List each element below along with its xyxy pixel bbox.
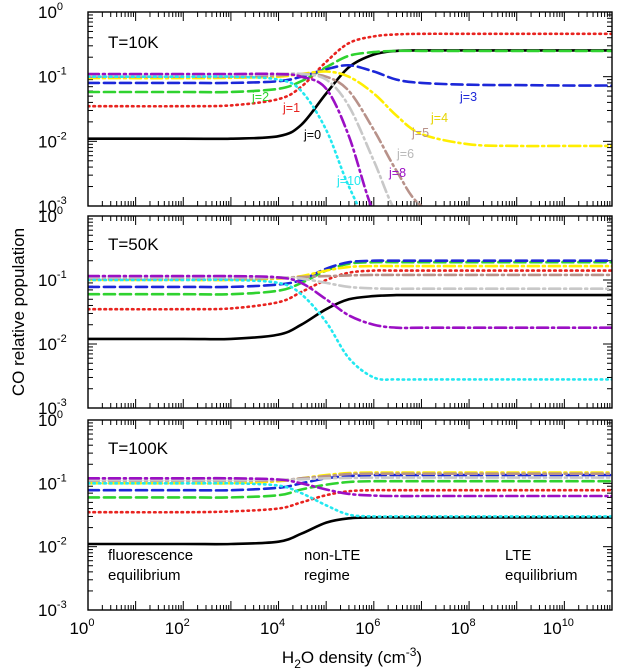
y-tick-label: 100 <box>38 205 63 226</box>
series-line-j2 <box>88 49 612 94</box>
series-line-s7 <box>88 476 612 498</box>
curve-label-j6: j=6 <box>396 147 414 161</box>
series-line-s0 <box>88 516 612 546</box>
plot-frame <box>87 419 613 611</box>
x-tick-label: 106 <box>355 617 380 638</box>
series-line-j8 <box>88 72 373 206</box>
series-line-j0 <box>88 49 612 141</box>
series-line-s3 <box>88 259 612 289</box>
y-tick-label: 10-2 <box>38 130 67 151</box>
curve-label-j0: j=0 <box>303 128 321 142</box>
regime-annotation: regime <box>304 567 350 584</box>
panel-title: T=50K <box>108 235 159 254</box>
x-tick-label: 104 <box>260 617 285 638</box>
plot-frame <box>87 11 613 207</box>
x-axis-title: H2O density (cm-3) <box>282 645 422 671</box>
curve-label-j3: j=3 <box>459 90 477 104</box>
curve-label-j8: j=8 <box>388 166 406 180</box>
x-tick-label: 108 <box>451 617 476 638</box>
y-tick-label: 10-1 <box>38 269 67 290</box>
series-line-s0 <box>88 293 612 341</box>
y-tick-label: 100 <box>38 1 63 22</box>
series-line-j1 <box>88 32 612 108</box>
panel-title: T=100K <box>108 439 169 458</box>
curve-label-j2: j=2 <box>251 90 269 104</box>
y-tick-label: 10-3 <box>38 599 67 620</box>
panel-1: 100 10-1 10-2 10-3 T=10K j=0j=1 j=2 j=3 j=4j=5 j=… <box>38 1 613 216</box>
series-line-j3 <box>88 63 612 87</box>
plot-frame <box>87 215 613 409</box>
series-line-j6 <box>88 72 395 206</box>
x-tick-label: 100 <box>69 617 94 638</box>
series-line-s1 <box>88 488 612 514</box>
series-line-s8 <box>88 278 612 381</box>
series-line-s2 <box>88 479 612 499</box>
y-tick-label: 10-2 <box>38 333 67 354</box>
curve-label-j1: j=1 <box>282 101 300 115</box>
regime-annotation: non-LTE <box>304 547 360 564</box>
series-line-s6 <box>88 476 612 482</box>
panel-title: T=10K <box>108 33 159 52</box>
y-tick-label: 10-1 <box>38 66 67 87</box>
series-line-s1 <box>88 269 612 311</box>
curve-label-j10: j=10 <box>336 174 361 188</box>
x-tick-label: 1010 <box>543 617 574 638</box>
series-line-s7 <box>88 274 612 330</box>
y-tick-label: 10-3 <box>38 195 67 216</box>
curve-label-j4: j=4 <box>430 111 448 125</box>
y-axis-title: CO relative population <box>9 228 28 396</box>
y-tick-label: 10-3 <box>38 397 67 418</box>
x-tick-label: 102 <box>165 617 190 638</box>
series-line-s3 <box>88 473 612 492</box>
series-line-s8 <box>88 481 612 518</box>
panel-2: 100 10-1 10-2 10-3 T=50K <box>38 205 613 418</box>
series-line-j5 <box>88 72 424 206</box>
regime-annotation: LTE <box>505 547 531 564</box>
regime-annotation: equilibrium <box>505 567 578 584</box>
series-line-j10 <box>88 75 360 206</box>
regime-annotation: fluorescence <box>108 547 193 564</box>
panel-3: 100 10-1 10-2 10-3 T=100K fluorescence equilib… <box>38 409 613 638</box>
y-tick-label: 10-1 <box>38 472 67 493</box>
series-line-s2 <box>88 260 612 296</box>
y-tick-label: 100 <box>38 409 63 430</box>
regime-annotation: equilibrium <box>108 567 181 584</box>
y-tick-label: 10-2 <box>38 536 67 557</box>
curve-label-j5: j=5 <box>411 126 429 140</box>
